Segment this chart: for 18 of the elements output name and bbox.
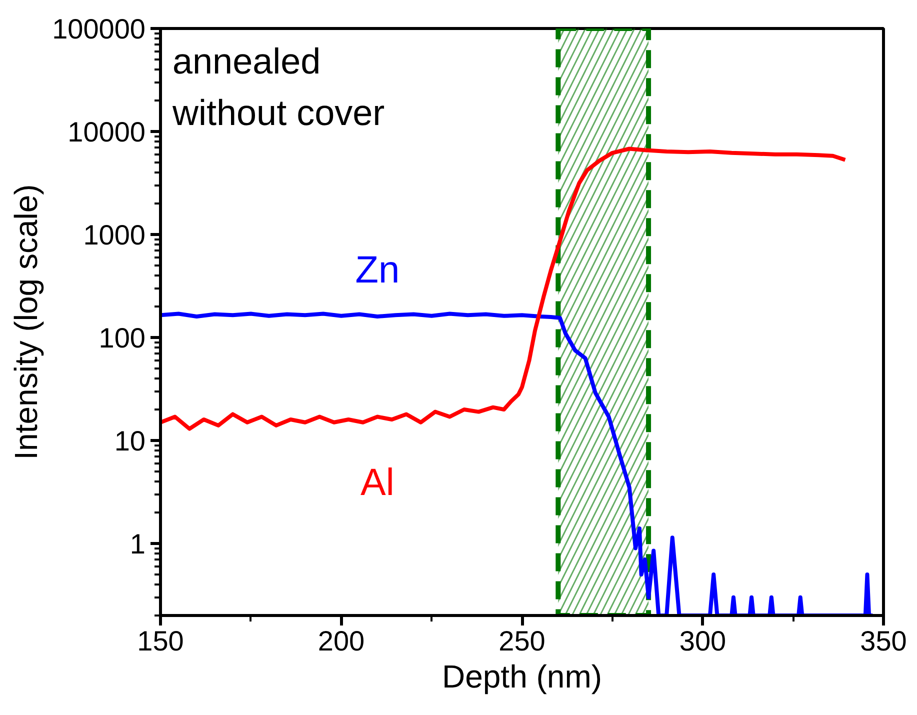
annotation: annealed without cover <box>172 40 385 133</box>
y-tick-label: 1000 <box>83 220 146 250</box>
series-label: Al <box>360 462 394 504</box>
x-tick-label: 300 <box>679 626 726 656</box>
x-axis-title: Depth (nm) <box>442 658 602 694</box>
line-series <box>160 146 848 431</box>
y-axis-title: Intensity (log scale) <box>8 184 44 460</box>
x-tick-label: 350 <box>860 626 907 656</box>
y-tick-label: 10000 <box>68 116 146 148</box>
x-tick-label: 150 <box>137 626 184 656</box>
y-tick-label: 1 <box>130 528 146 560</box>
y-tick-label: 10 <box>114 426 146 457</box>
x-tick-label: 250 <box>498 626 546 656</box>
series-label: Zn <box>355 249 400 292</box>
y-tick-label: 100 <box>98 322 146 354</box>
line-series <box>160 312 875 616</box>
x-tick-label: 200 <box>318 626 365 656</box>
y-tick-label: 100000 <box>52 14 146 44</box>
